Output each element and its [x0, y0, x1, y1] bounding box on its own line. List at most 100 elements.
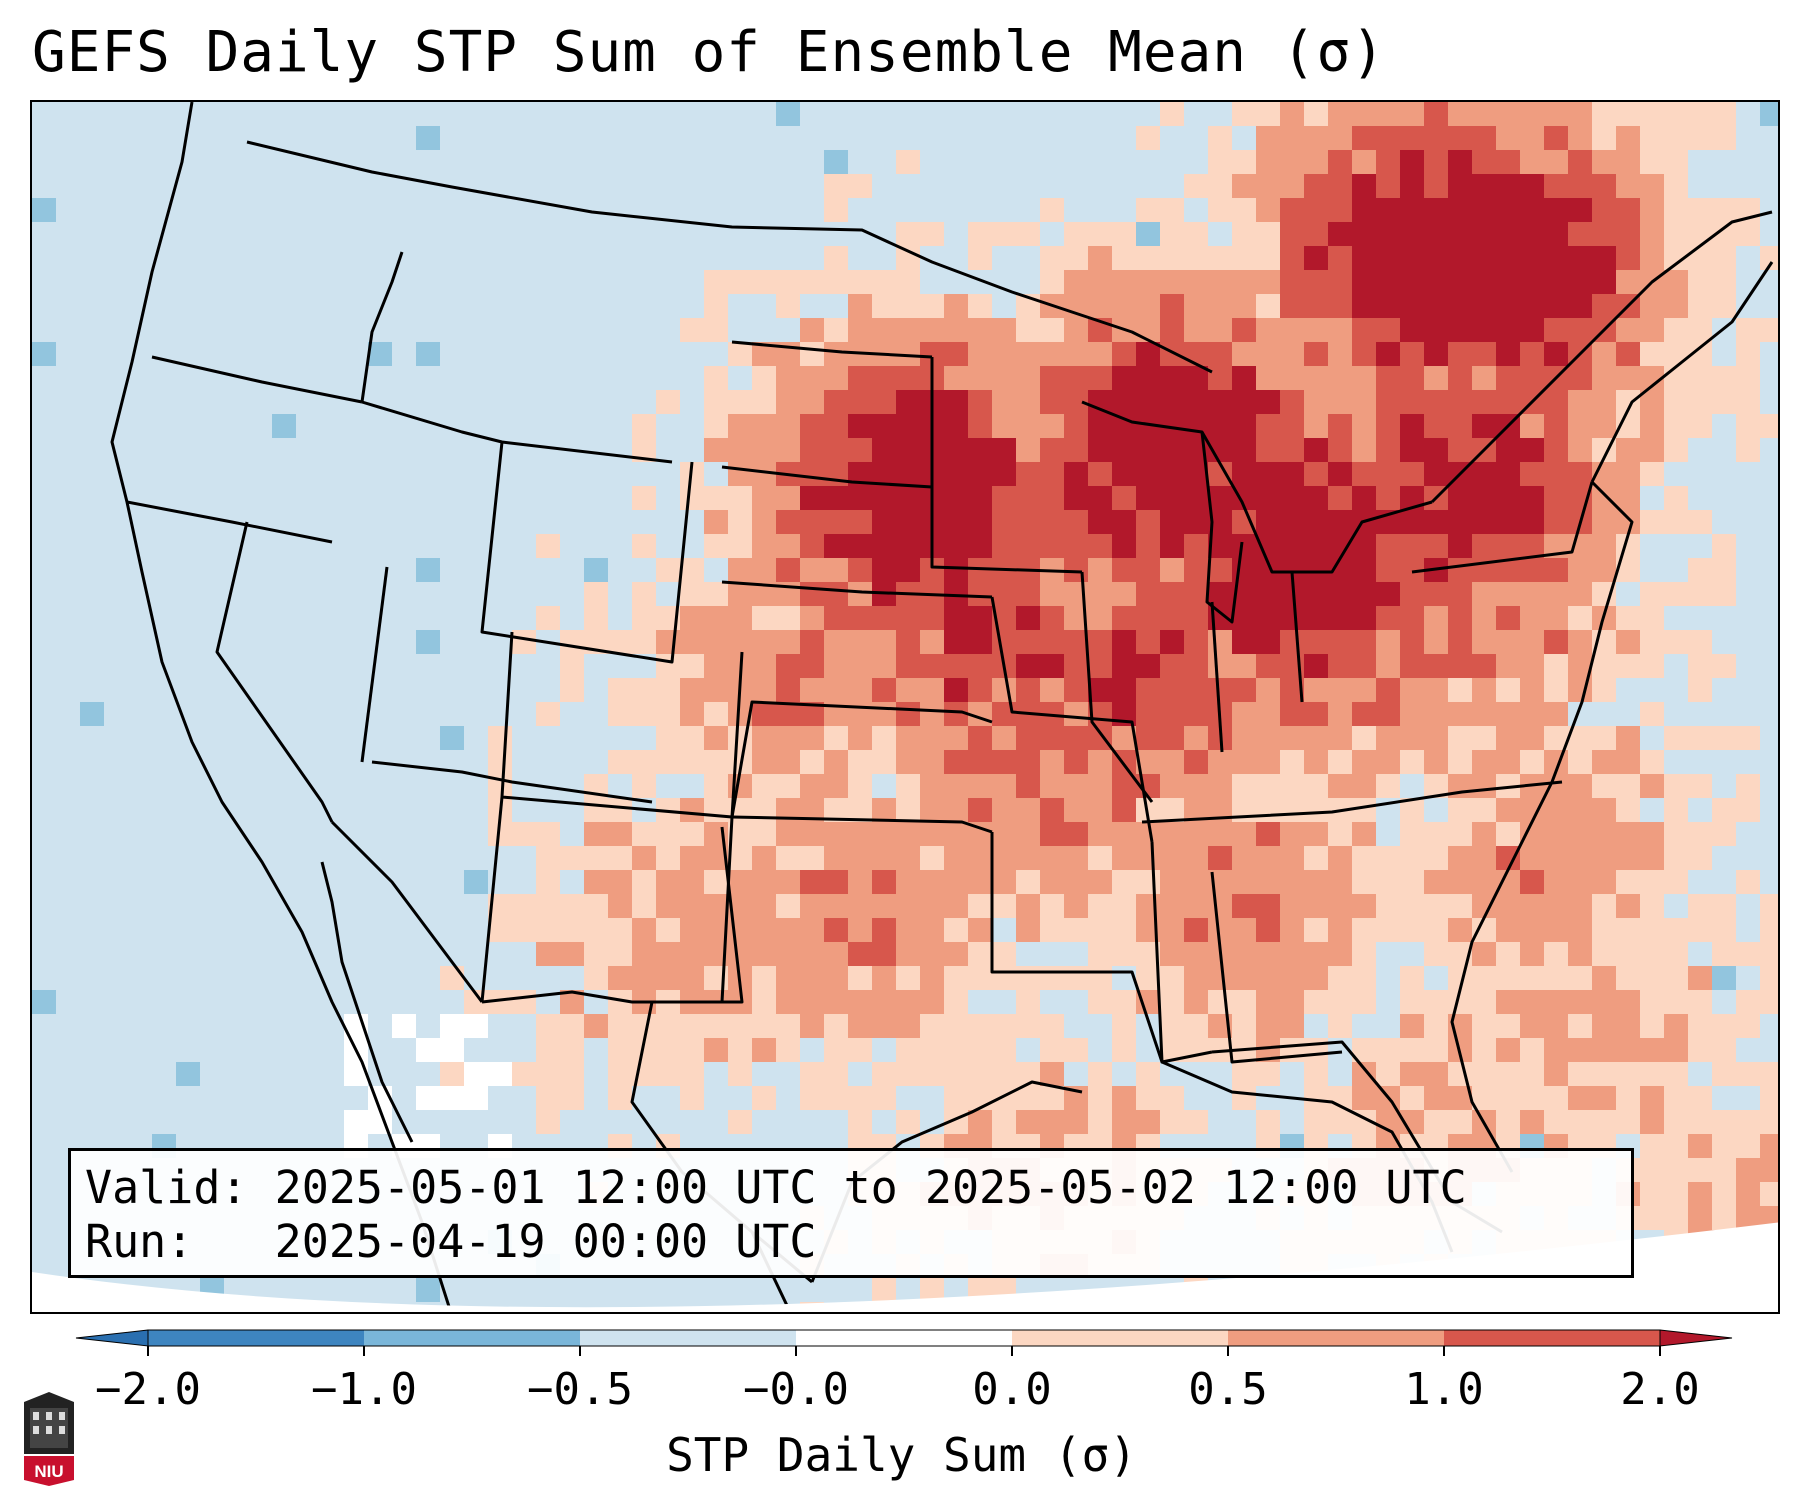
anomaly-cell [1376, 150, 1400, 174]
anomaly-cell [1088, 846, 1112, 870]
anomaly-cell [1328, 870, 1352, 894]
nv-border [215, 521, 334, 823]
anomaly-cell [1304, 750, 1328, 774]
anomaly-cell [1712, 126, 1736, 150]
anomaly-cell [1544, 990, 1568, 1014]
anomaly-cell [1016, 318, 1040, 342]
anomaly-cell [1736, 318, 1760, 342]
anomaly-cell [1136, 390, 1160, 414]
anomaly-cell [1592, 966, 1616, 990]
great-lakes-mi [1081, 400, 1433, 574]
anomaly-cell [1280, 510, 1304, 534]
anomaly-cell [1688, 966, 1712, 990]
anomaly-cell [1544, 438, 1568, 462]
anomaly-cell [1664, 582, 1688, 606]
anomaly-cell [704, 1038, 728, 1062]
anomaly-cell [1400, 294, 1424, 318]
anomaly-cell [944, 654, 968, 678]
anomaly-cell [1304, 966, 1328, 990]
anomaly-cell [896, 798, 920, 822]
nv-ut [360, 566, 389, 763]
anomaly-cell [776, 414, 800, 438]
anomaly-cell [1472, 342, 1496, 366]
anomaly-cell [1232, 654, 1256, 678]
anomaly-cell [728, 582, 752, 606]
anomaly-cell [1064, 870, 1088, 894]
anomaly-cell [872, 918, 896, 942]
anomaly-cell [1232, 558, 1256, 582]
anomaly-cell [1232, 726, 1256, 750]
anomaly-cell [704, 534, 728, 558]
anomaly-cell [584, 1014, 608, 1038]
anomaly-cell [1664, 486, 1688, 510]
anomaly-cell [512, 918, 536, 942]
anomaly-cell [944, 1086, 968, 1110]
coastline-west [110, 102, 453, 1312]
anomaly-cell [1400, 318, 1424, 342]
anomaly-cell [944, 534, 968, 558]
anomaly-cell [440, 1086, 464, 1110]
anomaly-cell [872, 846, 896, 870]
anomaly-cell [1064, 558, 1088, 582]
anomaly-cell [1064, 318, 1088, 342]
anomaly-cell [1256, 462, 1280, 486]
anomaly-cell [1040, 582, 1064, 606]
anomaly-cell [1496, 606, 1520, 630]
anomaly-cell [1160, 870, 1184, 894]
anomaly-cell [1136, 966, 1160, 990]
anomaly-cell [1088, 486, 1112, 510]
anomaly-cell [1064, 678, 1088, 702]
anomaly-cell [1136, 534, 1160, 558]
anomaly-cell [1184, 942, 1208, 966]
anomaly-cell [1400, 174, 1424, 198]
anomaly-cell [1376, 1062, 1400, 1086]
colorbar-segment [364, 1330, 581, 1346]
anomaly-cell [1256, 678, 1280, 702]
anomaly-cell [1400, 750, 1424, 774]
anomaly-cell [1616, 342, 1640, 366]
anomaly-cell [1328, 126, 1352, 150]
anomaly-cell [1568, 222, 1592, 246]
anomaly-cell [920, 990, 944, 1014]
anomaly-cell [1088, 534, 1112, 558]
anomaly-cell [1448, 750, 1472, 774]
anomaly-cell [1232, 894, 1256, 918]
anomaly-cell [896, 414, 920, 438]
anomaly-cell [1136, 222, 1160, 246]
anomaly-cell [608, 678, 632, 702]
anomaly-cell [752, 366, 776, 390]
anomaly-cell [1160, 198, 1184, 222]
anomaly-cell [1280, 246, 1304, 270]
anomaly-cell [1040, 270, 1064, 294]
anomaly-cell [1448, 294, 1472, 318]
anomaly-cell [1352, 582, 1376, 606]
anomaly-cell [1712, 558, 1736, 582]
anomaly-cell [1088, 774, 1112, 798]
anomaly-cell [824, 990, 848, 1014]
anomaly-cell [1088, 750, 1112, 774]
anomaly-cell [824, 558, 848, 582]
anomaly-cell [1064, 822, 1088, 846]
wa-or [151, 355, 363, 404]
anomaly-cell [1472, 726, 1496, 750]
anomaly-cell [1712, 942, 1736, 966]
anomaly-cell [1760, 1182, 1778, 1206]
anomaly-cell [896, 678, 920, 702]
anomaly-cell [728, 486, 752, 510]
anomaly-cell [1256, 102, 1280, 126]
anomaly-cell [1496, 1110, 1520, 1134]
map-panel[interactable] [30, 100, 1780, 1314]
anomaly-cell [1328, 102, 1352, 126]
anomaly-cell [1448, 798, 1472, 822]
anomaly-cell [1088, 726, 1112, 750]
anomaly-cell [752, 918, 776, 942]
anomaly-cell [1112, 606, 1136, 630]
anomaly-cell [920, 654, 944, 678]
anomaly-cell [1016, 846, 1040, 870]
anomaly-cell [1616, 1086, 1640, 1110]
anomaly-cell [1448, 630, 1472, 654]
anomaly-cell [1160, 702, 1184, 726]
anomaly-cell [1136, 270, 1160, 294]
anomaly-cell [848, 510, 872, 534]
anomaly-cell [1568, 270, 1592, 294]
